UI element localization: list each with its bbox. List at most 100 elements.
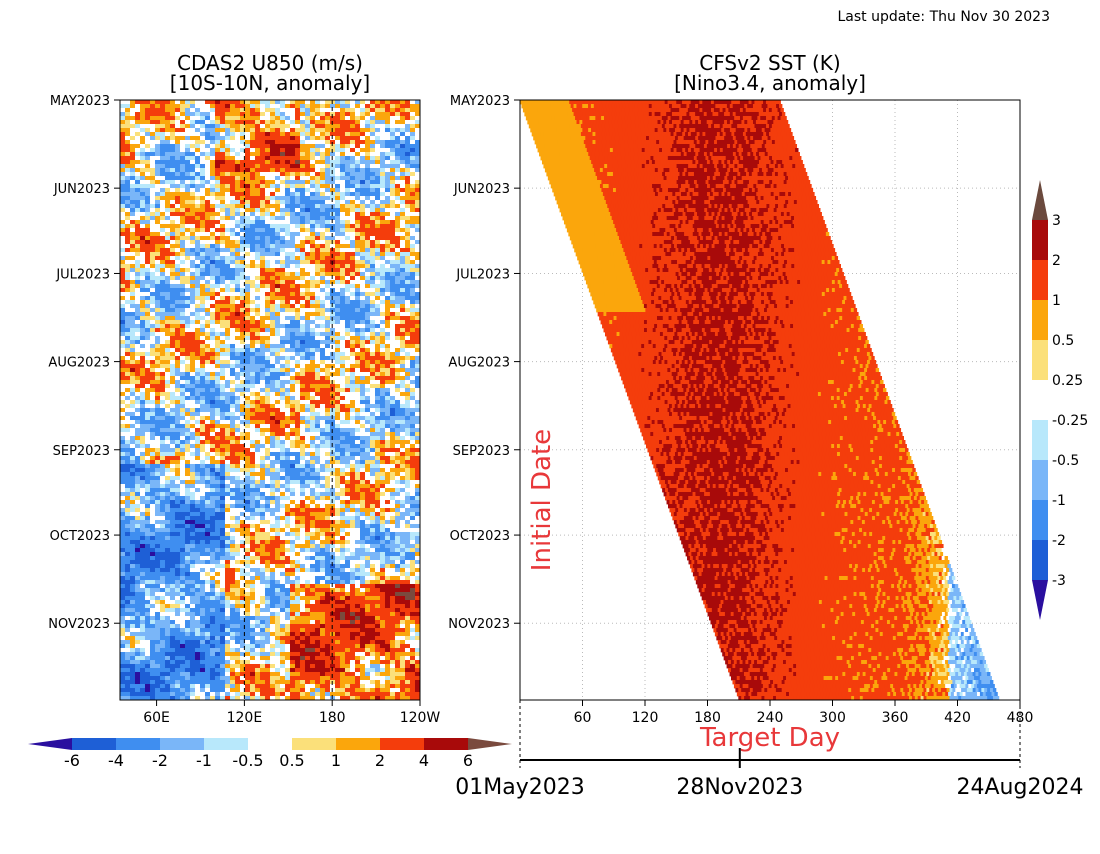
left-heatmap-cell xyxy=(310,116,316,121)
left-heatmap-cell xyxy=(415,276,420,281)
left-heatmap-cell xyxy=(205,104,211,109)
left-heatmap-cell xyxy=(395,304,401,309)
left-heatmap-cell xyxy=(335,272,341,277)
left-heatmap-cell xyxy=(395,316,401,321)
left-heatmap-cell xyxy=(320,216,326,221)
left-heatmap-cell xyxy=(200,352,206,357)
left-heatmap-cell xyxy=(390,276,396,281)
left-heatmap-cell xyxy=(395,260,401,265)
left-heatmap-cell xyxy=(340,416,346,421)
left-heatmap-cell xyxy=(240,240,246,245)
left-heatmap-cell xyxy=(150,332,156,337)
left-heatmap-cell xyxy=(235,240,241,245)
left-heatmap-cell xyxy=(245,296,251,301)
left-heatmap-cell xyxy=(360,288,366,293)
left-heatmap-cell xyxy=(225,392,231,397)
left-heatmap-cell xyxy=(230,116,236,121)
left-heatmap-cell xyxy=(195,196,201,201)
left-heatmap-cell xyxy=(185,308,191,313)
left-heatmap-cell xyxy=(315,276,321,281)
left-heatmap-cell xyxy=(175,204,181,209)
left-heatmap-cell xyxy=(130,380,136,385)
left-heatmap-cell xyxy=(260,100,266,105)
left-heatmap-cell xyxy=(340,344,346,349)
left-heatmap-cell xyxy=(130,176,136,181)
left-heatmap-cell xyxy=(375,208,381,213)
left-heatmap-cell xyxy=(400,296,406,301)
left-heatmap-cell xyxy=(145,108,151,113)
left-heatmap-cell xyxy=(315,392,321,397)
left-heatmap-cell xyxy=(145,300,151,305)
left-heatmap-cell xyxy=(295,372,301,377)
left-heatmap-cell xyxy=(275,164,281,169)
left-heatmap-cell xyxy=(270,396,276,401)
left-heatmap-cell xyxy=(145,428,151,433)
left-heatmap-cell xyxy=(270,280,276,285)
left-heatmap-cell xyxy=(315,316,321,321)
left-heatmap-cell xyxy=(160,180,166,185)
left-heatmap-cell xyxy=(220,224,226,229)
left-heatmap-cell xyxy=(295,128,301,133)
left-heatmap-cell xyxy=(400,388,406,393)
left-heatmap-cell xyxy=(265,260,271,265)
left-heatmap-cell xyxy=(180,292,186,297)
left-heatmap-cell xyxy=(335,268,341,273)
left-heatmap-cell xyxy=(120,164,126,169)
left-heatmap-cell xyxy=(150,112,156,117)
left-heatmap-cell xyxy=(220,156,226,161)
left-heatmap-cell xyxy=(300,316,306,321)
left-heatmap-cell xyxy=(190,336,196,341)
left-heatmap-cell xyxy=(335,392,341,397)
left-heatmap-cell xyxy=(380,328,386,333)
left-heatmap-cell xyxy=(170,260,176,265)
left-heatmap-cell xyxy=(365,212,371,217)
left-heatmap-cell xyxy=(135,164,141,169)
left-heatmap-cell xyxy=(350,140,356,145)
left-heatmap-cell xyxy=(375,276,381,281)
left-heatmap-cell xyxy=(145,172,151,177)
left-heatmap-cell xyxy=(335,292,341,297)
left-heatmap-cell xyxy=(180,152,186,157)
left-heatmap-cell xyxy=(195,304,201,309)
left-heatmap-cell xyxy=(150,244,156,249)
left-heatmap-cell xyxy=(135,268,141,273)
left-heatmap-cell xyxy=(300,180,306,185)
left-heatmap-cell xyxy=(140,344,146,349)
left-heatmap-cell xyxy=(230,236,236,241)
left-heatmap-cell xyxy=(315,224,321,229)
left-heatmap-cell xyxy=(305,416,311,421)
left-heatmap-cell xyxy=(280,412,286,417)
left-heatmap-cell xyxy=(245,340,251,345)
left-heatmap-cell xyxy=(330,204,336,209)
left-heatmap-cell xyxy=(225,420,231,425)
left-heatmap-cell xyxy=(190,116,196,121)
left-heatmap-cell xyxy=(250,408,256,413)
left-heatmap-cell xyxy=(305,300,311,305)
left-heatmap-cell xyxy=(315,180,321,185)
left-heatmap-cell xyxy=(250,424,256,429)
left-heatmap-cell xyxy=(310,396,316,401)
left-heatmap-cell xyxy=(290,200,296,205)
left-heatmap-cell xyxy=(395,184,401,189)
left-heatmap-cell xyxy=(400,360,406,365)
left-heatmap-cell xyxy=(325,344,331,349)
left-heatmap-cell xyxy=(330,348,336,353)
left-heatmap-cell xyxy=(255,408,261,413)
left-heatmap-cell xyxy=(335,400,341,405)
left-heatmap-cell xyxy=(195,376,201,381)
left-heatmap-cell xyxy=(340,312,346,317)
left-heatmap-cell xyxy=(330,192,336,197)
left-heatmap-cell xyxy=(255,412,261,417)
left-heatmap-cell xyxy=(300,128,306,133)
left-heatmap-cell xyxy=(335,332,341,337)
left-heatmap-cell xyxy=(140,424,146,429)
left-heatmap-cell xyxy=(310,172,316,177)
left-heatmap-cell xyxy=(345,148,351,153)
left-heatmap-cell xyxy=(405,156,411,161)
left-heatmap-cell xyxy=(240,120,246,125)
left-heatmap-cell xyxy=(160,432,166,437)
left-heatmap-cell xyxy=(365,160,371,165)
left-heatmap-cell xyxy=(260,112,266,117)
left-heatmap-cell xyxy=(295,260,301,265)
left-heatmap-cell xyxy=(320,268,326,273)
